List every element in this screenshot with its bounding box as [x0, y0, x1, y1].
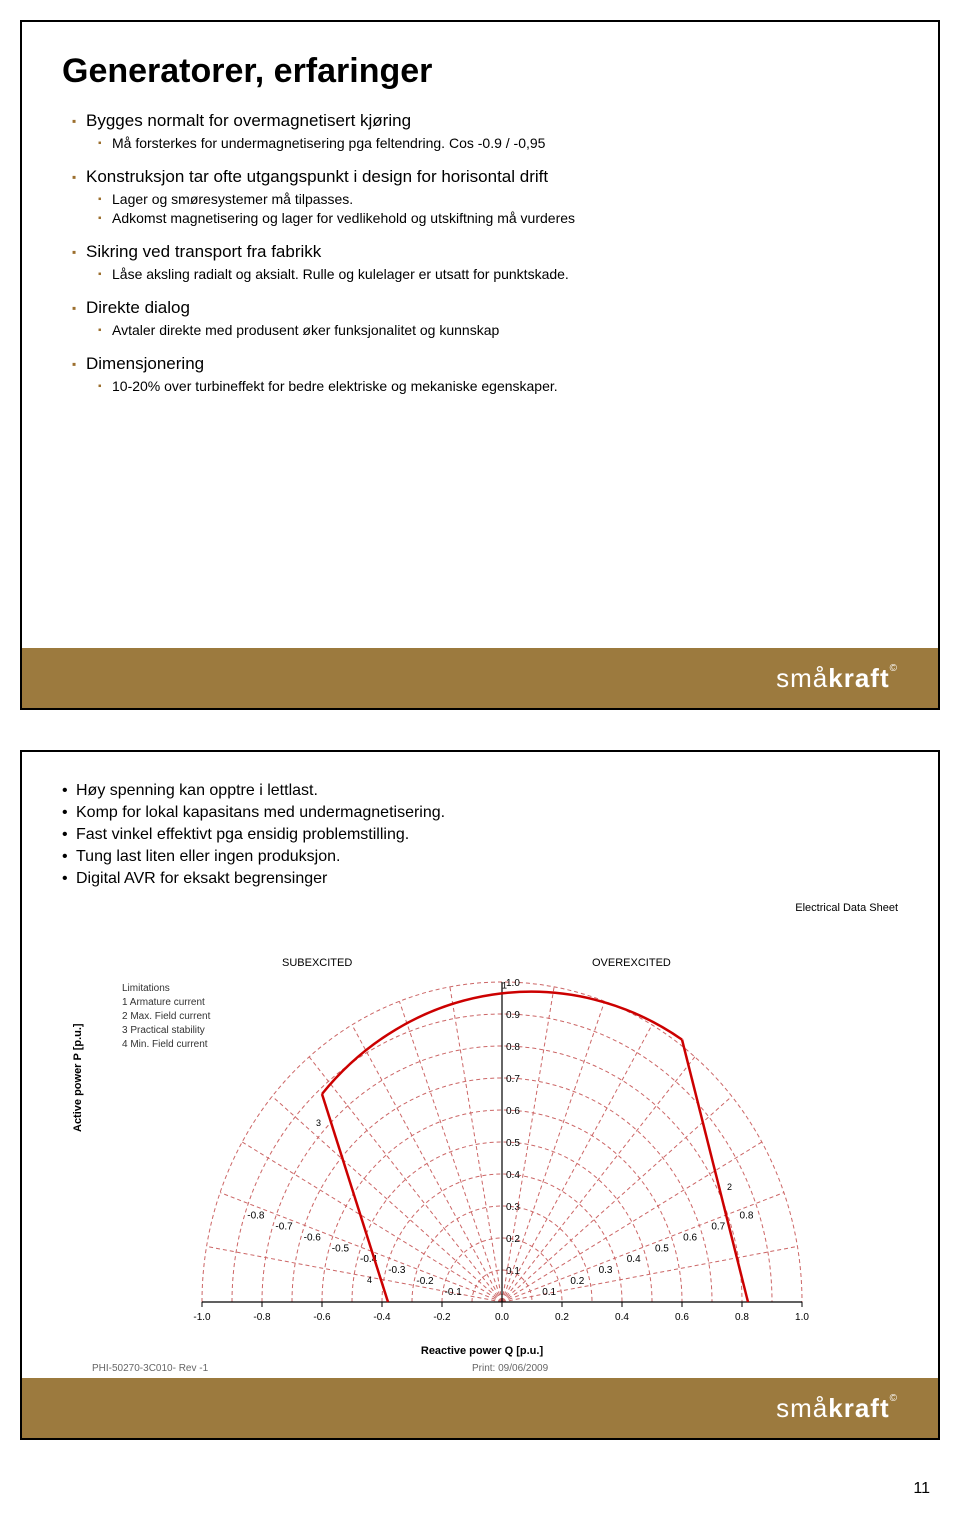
logo-pre: små	[776, 663, 828, 693]
svg-text:0.8: 0.8	[740, 1210, 754, 1221]
bullet-item: Dimensjonering	[72, 354, 898, 374]
bullet-item: Må forsterkes for undermagnetisering pga…	[98, 135, 898, 151]
logo-1: småkraft©	[776, 663, 898, 694]
svg-text:0.4: 0.4	[506, 1170, 520, 1181]
logo-bold-2: kraft	[828, 1393, 889, 1423]
svg-text:0.5: 0.5	[655, 1243, 669, 1254]
svg-text:-0.2: -0.2	[433, 1312, 451, 1323]
svg-text:-0.2: -0.2	[416, 1276, 434, 1287]
svg-text:1.0: 1.0	[506, 978, 520, 989]
slide-1-content: Generatorer, erfaringer Bygges normalt f…	[22, 22, 938, 417]
bullet-item: Sikring ved transport fra fabrikk	[72, 242, 898, 262]
svg-text:-0.8: -0.8	[253, 1312, 271, 1323]
overexcited-label: OVEREXCITED	[592, 957, 671, 969]
chart-footer-left: PHI-50270-3C010- Rev -1	[92, 1363, 208, 1374]
footer-band-1: småkraft©	[22, 648, 938, 708]
bullet-item: Lager og smøresystemer må tilpasses.	[98, 191, 898, 207]
x-axis-label: Reactive power Q [p.u.]	[421, 1345, 543, 1357]
slide-1-title: Generatorer, erfaringer	[62, 52, 898, 91]
logo-sup: ©	[890, 663, 898, 674]
svg-text:0.8: 0.8	[735, 1312, 749, 1323]
bullet-item: Bygges normalt for overmagnetisert kjøri…	[72, 111, 898, 131]
svg-text:-0.4: -0.4	[373, 1312, 391, 1323]
svg-text:0.2: 0.2	[570, 1276, 584, 1287]
slide-2-text: Høy spenning kan opptre i lettlast. Komp …	[22, 752, 938, 902]
svg-text:-1.0: -1.0	[193, 1312, 211, 1323]
svg-text:-0.6: -0.6	[313, 1312, 331, 1323]
svg-text:0.9: 0.9	[506, 1010, 520, 1021]
bullet-item: Digital AVR for eksakt begrensinger	[62, 870, 898, 888]
svg-text:0.5: 0.5	[506, 1138, 520, 1149]
svg-text:0.4: 0.4	[627, 1254, 641, 1265]
svg-text:0.3: 0.3	[599, 1265, 613, 1276]
svg-text:3: 3	[316, 1118, 321, 1128]
svg-text:0.0: 0.0	[495, 1312, 509, 1323]
slide-1: Generatorer, erfaringer Bygges normalt f…	[20, 20, 940, 710]
svg-text:-0.8: -0.8	[247, 1210, 265, 1221]
svg-text:0.6: 0.6	[506, 1106, 520, 1117]
svg-text:0.7: 0.7	[506, 1074, 520, 1085]
svg-text:1: 1	[502, 980, 507, 990]
svg-text:-0.3: -0.3	[388, 1265, 406, 1276]
svg-text:-0.1: -0.1	[445, 1287, 463, 1298]
bullet-item: 10-20% over turbineffekt for bedre elekt…	[98, 378, 898, 394]
chart-svg: 0.1 0.2 0.3 0.4 0.5 0.6 0.7 0.8 0.9 1.0 -1.0 -0.8 -0…	[92, 972, 872, 1352]
subexcited-label: SUBEXCITED	[282, 957, 352, 969]
slide-2-bullets: Høy spenning kan opptre i lettlast. Komp …	[62, 782, 898, 888]
chart-header-label: Electrical Data Sheet	[795, 902, 898, 914]
svg-text:0.6: 0.6	[675, 1312, 689, 1323]
logo-bold: kraft	[828, 663, 889, 693]
svg-text:0.7: 0.7	[711, 1221, 725, 1232]
footer-band-2: småkraft©	[22, 1378, 938, 1438]
page-number: 11	[0, 1480, 960, 1498]
bullet-item: Konstruksjon tar ofte utgangspunkt i des…	[72, 167, 898, 187]
capability-chart: SUBEXCITED OVEREXCITED Limitations 1 Arm…	[92, 952, 872, 1372]
svg-text:4: 4	[367, 1275, 372, 1285]
svg-text:0.4: 0.4	[615, 1312, 629, 1323]
chart-footer-right: Print: 09/06/2009	[472, 1363, 548, 1374]
bullet-item: Adkomst magnetisering og lager for vedli…	[98, 210, 898, 226]
logo-sup-2: ©	[890, 1393, 898, 1404]
bullet-item: Komp for lokal kapasitans med undermagne…	[62, 804, 898, 822]
svg-text:-0.6: -0.6	[304, 1232, 322, 1243]
slide-1-bullets: Bygges normalt for overmagnetisert kjøri…	[62, 111, 898, 394]
bullet-item: Fast vinkel effektivt pga ensidig proble…	[62, 826, 898, 844]
slide-2: Høy spenning kan opptre i lettlast. Komp …	[20, 750, 940, 1440]
bullet-item: Avtaler direkte med produsent øker funks…	[98, 322, 898, 338]
svg-text:1.0: 1.0	[795, 1312, 809, 1323]
bullet-item: Låse aksling radialt og aksialt. Rulle o…	[98, 266, 898, 282]
bullet-item: Høy spenning kan opptre i lettlast.	[62, 782, 898, 800]
logo-pre-2: små	[776, 1393, 828, 1423]
y-axis-label: Active power P [p.u.]	[72, 1023, 84, 1132]
svg-text:-0.7: -0.7	[275, 1221, 293, 1232]
svg-text:2: 2	[727, 1182, 732, 1192]
bullet-item: Direkte dialog	[72, 298, 898, 318]
svg-text:0.1: 0.1	[506, 1266, 520, 1277]
bullet-item: Tung last liten eller ingen produksjon.	[62, 848, 898, 866]
svg-text:-0.5: -0.5	[332, 1243, 350, 1254]
logo-2: småkraft©	[776, 1393, 898, 1424]
svg-text:0.8: 0.8	[506, 1042, 520, 1053]
svg-text:0.2: 0.2	[555, 1312, 569, 1323]
svg-text:0.2: 0.2	[506, 1234, 520, 1245]
svg-text:0.6: 0.6	[683, 1232, 697, 1243]
svg-text:0.1: 0.1	[542, 1287, 556, 1298]
